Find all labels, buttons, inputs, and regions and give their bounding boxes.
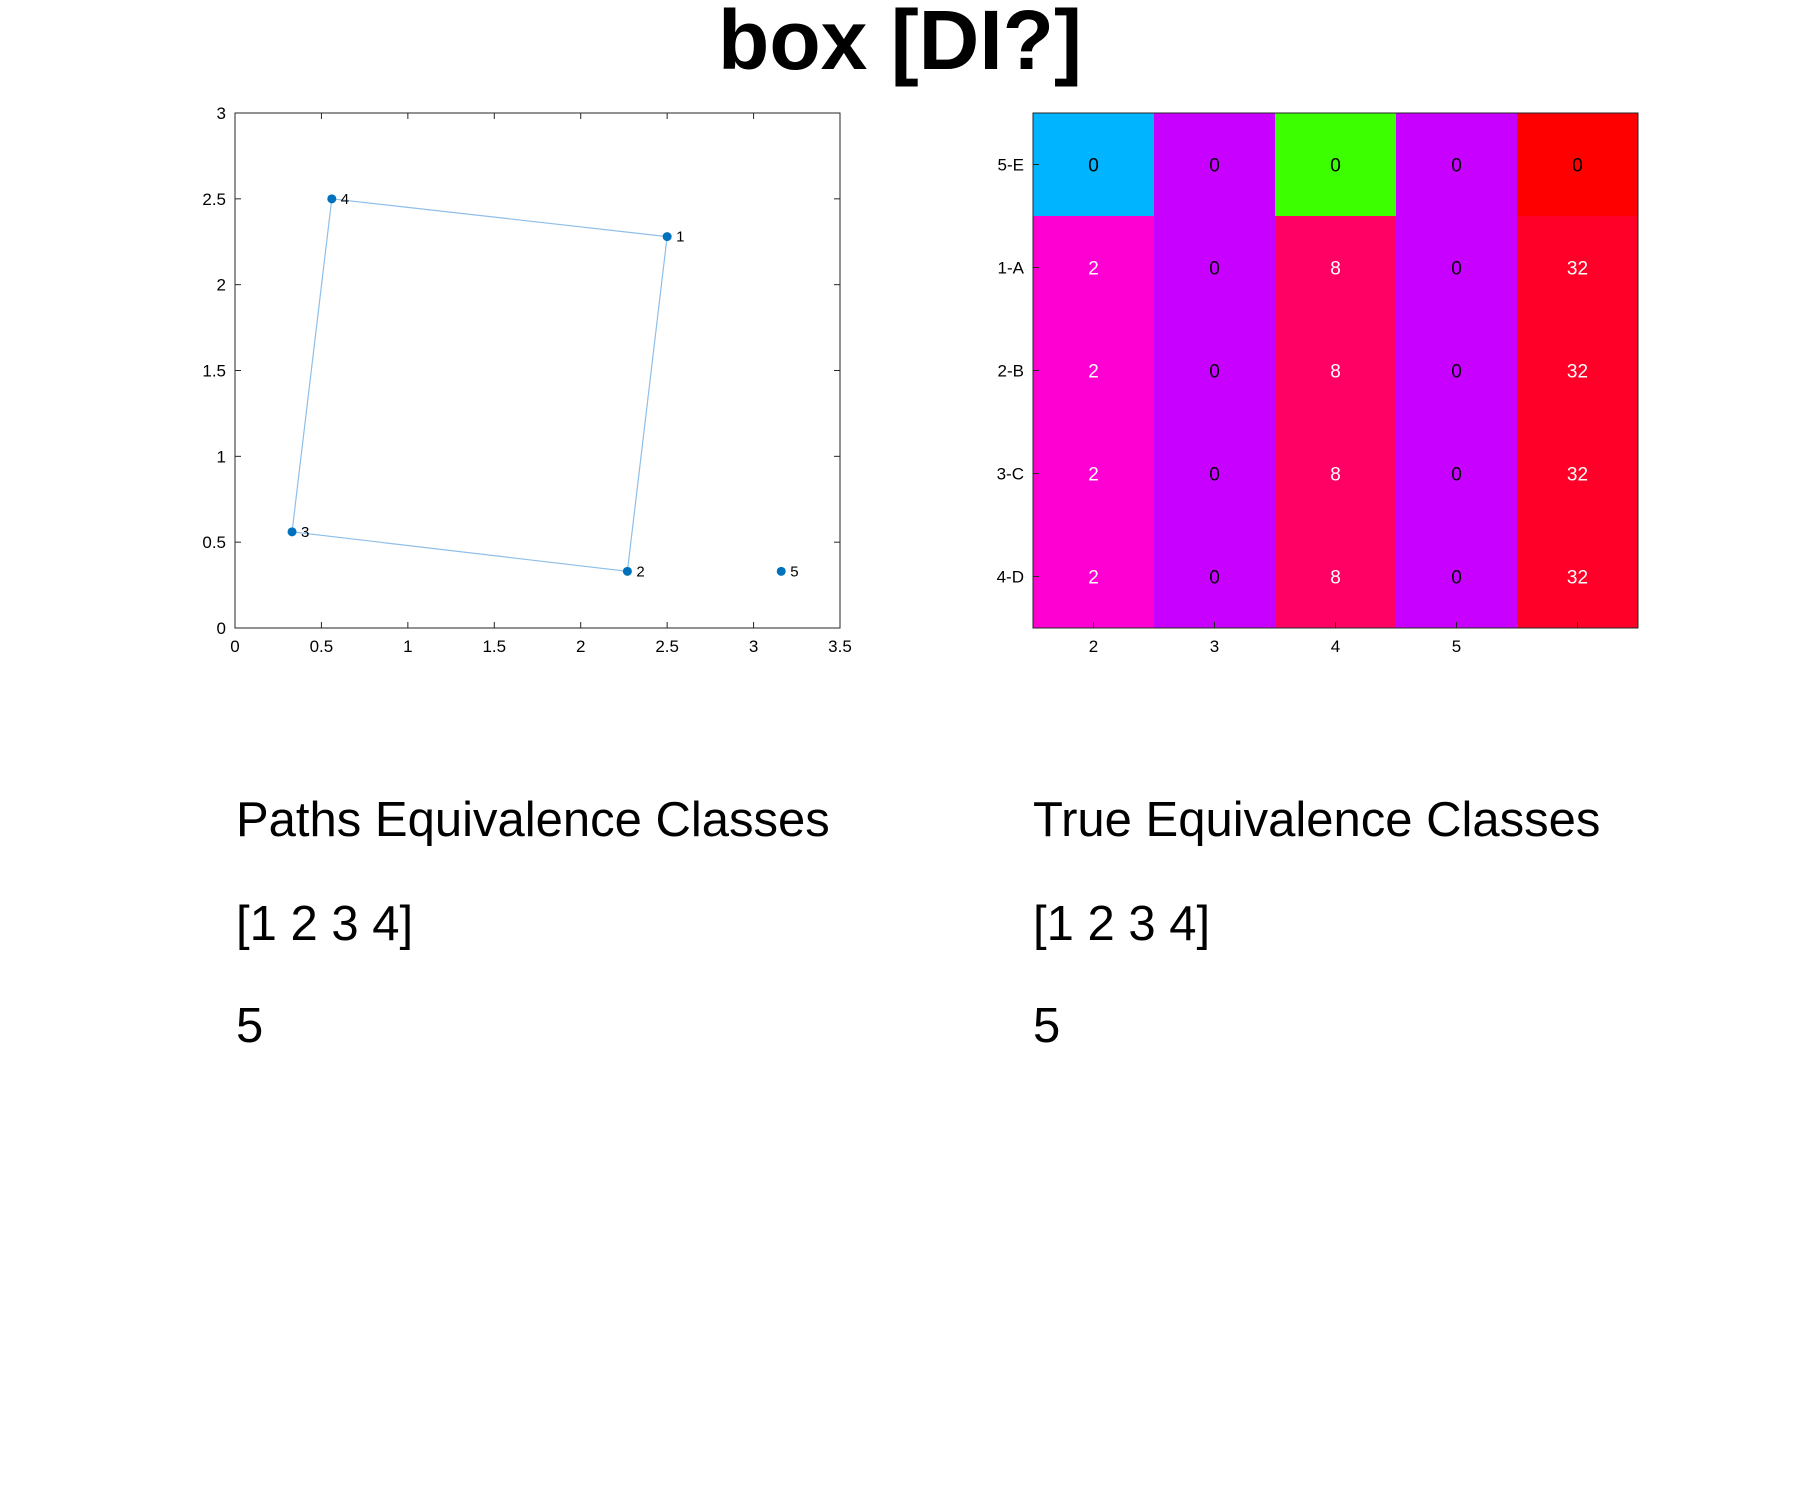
data-point	[622, 566, 632, 576]
heatmap-cell	[1396, 525, 1518, 629]
cell-value-label: 0	[1209, 465, 1220, 486]
cell-value-label: 2	[1088, 362, 1099, 383]
heatmap-cell	[1033, 113, 1155, 217]
heatmap-cell	[1396, 319, 1518, 423]
cell-value-label: 8	[1330, 259, 1341, 280]
y-tick-label: 0.5	[202, 533, 226, 552]
true-equivalence-heading: True Equivalence Classes	[1033, 793, 1601, 847]
x-tick-label: 1.5	[482, 637, 506, 656]
cell-value-label: 0	[1209, 568, 1220, 589]
heatmap-cell	[1154, 319, 1276, 423]
heatmap-cell	[1275, 525, 1397, 629]
heatmap-cell	[1154, 422, 1276, 526]
cell-value-label: 32	[1567, 465, 1588, 486]
row-label: 3-C	[997, 465, 1024, 484]
y-tick-label: 3	[217, 104, 226, 123]
paths-class-item: 5	[236, 999, 264, 1053]
cell-value-label: 0	[1451, 259, 1462, 280]
heatmap-cell	[1033, 422, 1155, 526]
heatmap-cell	[1154, 216, 1276, 320]
col-label: 2	[1089, 637, 1098, 656]
heatmap-cell	[1517, 422, 1639, 526]
cell-value-label: 0	[1451, 362, 1462, 383]
y-tick-label: 2.5	[202, 190, 226, 209]
cell-value-label: 2	[1088, 568, 1099, 589]
x-tick-label: 3.5	[828, 637, 852, 656]
cell-value-label: 2	[1088, 465, 1099, 486]
data-point	[662, 232, 672, 242]
x-tick-label: 0.5	[310, 637, 334, 656]
heatmap-cell	[1275, 216, 1397, 320]
x-tick-label: 3	[749, 637, 758, 656]
heatmap-cell	[1517, 216, 1639, 320]
data-point	[776, 566, 786, 576]
cell-value-label: 8	[1330, 465, 1341, 486]
paths-class-item: [1 2 3 4]	[236, 897, 414, 951]
paths-equivalence-panel: Paths Equivalence Classes [1 2 3 4] 5	[236, 792, 830, 1054]
point-label: 3	[301, 524, 309, 541]
point-label: 2	[636, 563, 644, 580]
row-label: 4-D	[997, 568, 1024, 587]
heatmap-cell	[1033, 216, 1155, 320]
heatmap-cell	[1396, 216, 1518, 320]
cell-value-label: 0	[1451, 568, 1462, 589]
heatmap-cell	[1517, 113, 1639, 217]
row-label: 2-B	[998, 362, 1024, 381]
x-tick-label: 1	[403, 637, 412, 656]
cell-value-label: 0	[1451, 465, 1462, 486]
cell-value-label: 0	[1209, 156, 1220, 177]
cell-value-label: 32	[1567, 259, 1588, 280]
cell-value-label: 8	[1330, 362, 1341, 383]
cell-value-label: 0	[1209, 362, 1220, 383]
true-class-item: [1 2 3 4]	[1033, 897, 1211, 951]
page-title: box [DI?]	[718, 0, 1082, 87]
heatmap-cell	[1275, 422, 1397, 526]
heatmap-cell	[1517, 525, 1639, 629]
heatmap-cell	[1275, 113, 1397, 217]
heatmap-cell	[1033, 319, 1155, 423]
heatmap-cell	[1517, 319, 1639, 423]
heatmap-cell	[1154, 525, 1276, 629]
cell-value-label: 0	[1088, 156, 1099, 177]
heatmap-cell	[1275, 319, 1397, 423]
heatmap-cell	[1033, 525, 1155, 629]
cell-value-label: 8	[1330, 568, 1341, 589]
cell-value-label: 2	[1088, 259, 1099, 280]
cell-value-label: 0	[1451, 156, 1462, 177]
cell-value-label: 32	[1567, 362, 1588, 383]
row-label: 5-E	[998, 156, 1024, 175]
cell-value-label: 32	[1567, 568, 1588, 589]
point-label: 5	[790, 563, 798, 580]
y-tick-label: 1.5	[202, 362, 226, 381]
row-label: 1-A	[998, 259, 1025, 278]
col-label: 3	[1210, 637, 1219, 656]
x-tick-label: 2	[576, 637, 585, 656]
y-tick-label: 1	[217, 447, 226, 466]
point-label: 1	[676, 229, 684, 246]
cell-value-label: 0	[1330, 156, 1341, 177]
x-tick-label: 2.5	[655, 637, 679, 656]
x-tick-label: 0	[230, 637, 239, 656]
true-equivalence-panel: True Equivalence Classes [1 2 3 4] 5	[1033, 792, 1600, 1054]
cell-value-label: 0	[1209, 259, 1220, 280]
heatmap-cell	[1396, 113, 1518, 217]
heatmap-cell	[1154, 113, 1276, 217]
true-class-item: 5	[1033, 999, 1061, 1053]
col-label: 4	[1331, 637, 1340, 656]
data-point	[327, 194, 337, 204]
col-label: 5	[1452, 637, 1461, 656]
paths-equivalence-heading: Paths Equivalence Classes	[236, 793, 830, 847]
cell-value-label: 0	[1572, 156, 1583, 177]
y-tick-label: 0	[217, 619, 226, 638]
point-label: 4	[341, 191, 349, 208]
data-point	[287, 527, 297, 537]
y-tick-label: 2	[217, 276, 226, 295]
heatmap-cell	[1396, 422, 1518, 526]
